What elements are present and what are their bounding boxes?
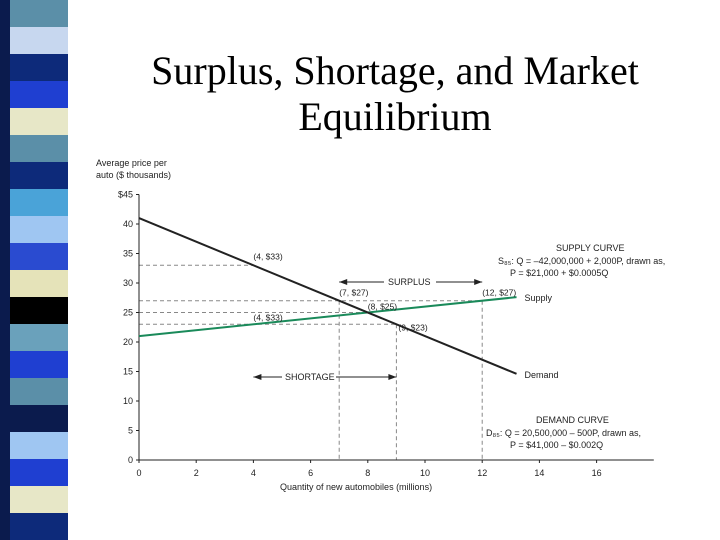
x-tick-label: 0 [136,468,141,478]
stripe-segment [0,108,68,136]
stripe-segment [0,432,68,460]
y-tick-label: 5 [128,426,133,436]
stripe-edge [0,0,10,540]
supply-curve-title: SUPPLY CURVE [556,243,625,253]
stripe-segment [0,135,68,163]
shortage-arrow-head-right [388,374,397,380]
y-tick-label: 30 [123,278,133,288]
stripe-segment [0,378,68,406]
stripe-segment [0,81,68,109]
y-tick-label: 0 [128,455,133,465]
stripe-segment [0,27,68,55]
stripe-segment [0,54,68,82]
x-tick-label: 8 [365,468,370,478]
stripe-segment [0,216,68,244]
point-label: (7, $27) [339,288,368,298]
demand-curve-label: Demand [525,370,559,380]
stripe-segment [0,243,68,271]
surplus-label: SURPLUS [388,277,431,287]
y-axis-label-line-1: Average price per [96,158,167,168]
stripe-segment [0,189,68,217]
x-tick-label: 6 [308,468,313,478]
slide-title: Surplus, Shortage, and Market Equilibriu… [70,48,720,140]
point-label: (4, $33) [253,312,282,322]
demand-equation-1: D₈₅: Q = 20,500,000 – 500P, drawn as, [486,428,641,438]
point-label: (12, $27) [482,288,516,298]
stripe-segment [0,513,68,540]
y-axis-label-line-2: auto ($ thousands) [96,170,171,180]
y-tick-label: 15 [123,367,133,377]
supply-curve-label: Supply [525,293,553,303]
x-tick-label: 12 [477,468,487,478]
x-tick-label: 10 [420,468,430,478]
y-tick-label: 10 [123,396,133,406]
y-tick-label: $45 [118,190,133,200]
x-tick-label: 16 [592,468,602,478]
supply-equation-2: P = $21,000 + $0.0005Q [510,268,608,278]
point-label: (4, $33) [253,251,282,261]
stripe-segment [0,324,68,352]
stripe-segment [0,486,68,514]
title-line-2: Equilibrium [298,94,492,139]
title-line-1: Surplus, Shortage, and Market [151,48,639,93]
x-tick-label: 2 [194,468,199,478]
supply-curve [138,296,517,338]
demand-curve-title: DEMAND CURVE [536,415,609,425]
demand-curve [138,217,517,375]
stripe-segment [0,459,68,487]
stripe-segment [0,270,68,298]
x-tick-label: 4 [251,468,256,478]
surplus-arrow-head-right [474,279,483,285]
supply-equation-1: S₈₅: Q = –42,000,000 + 2,000P, drawn as, [498,256,665,266]
y-tick-label: 35 [123,249,133,259]
point-label: (8, $25) [368,302,397,312]
demand-equation-2: P = $41,000 – $0.002Q [510,440,603,450]
stripe-segment [0,351,68,379]
y-tick-label: 20 [123,337,133,347]
point-label: (9, $23) [398,322,427,332]
decorative-stripe [0,0,68,540]
x-axis-label: Quantity of new automobiles (millions) [280,482,432,492]
stripe-segment [0,297,68,325]
shortage-label: SHORTAGE [285,372,335,382]
stripe-segment [0,0,68,28]
y-tick-label: 25 [123,308,133,318]
y-tick-label: 40 [123,219,133,229]
surplus-arrow-head-left [339,279,348,285]
stripe-segment [0,405,68,433]
shortage-arrow-head-left [253,374,262,380]
x-tick-label: 14 [534,468,544,478]
stripe-segment [0,162,68,190]
